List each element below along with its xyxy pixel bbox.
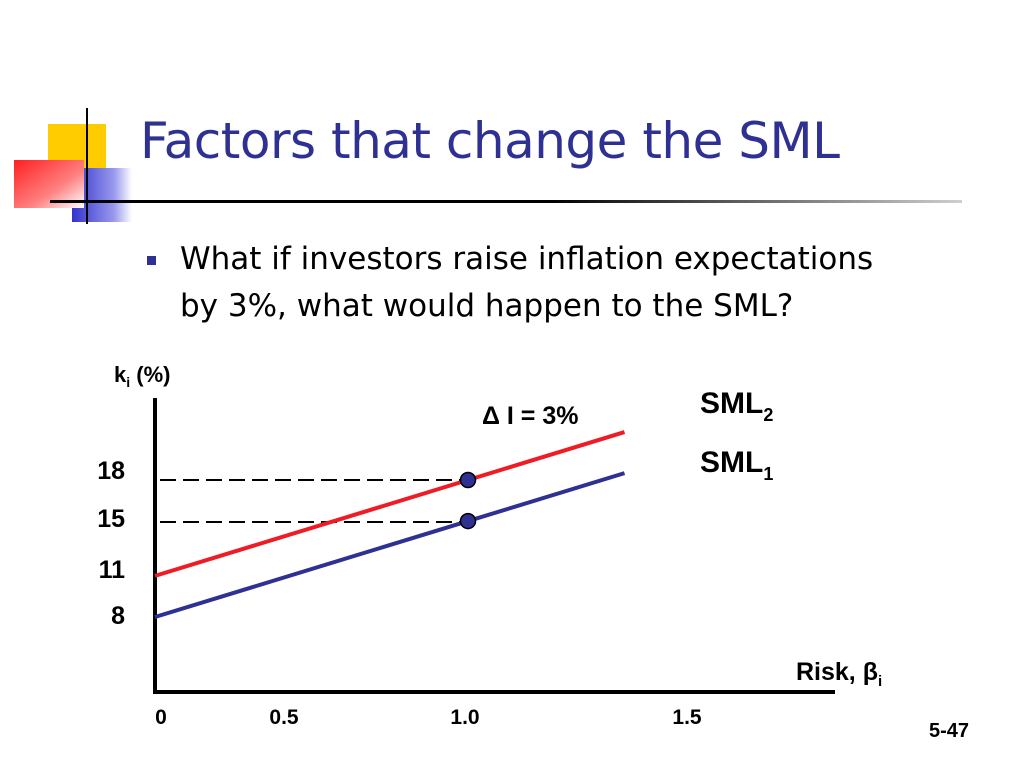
bullet-text: What if investors raise inflation expect…	[180, 236, 980, 330]
title-underline	[50, 200, 962, 203]
y-tick-label-11: 11	[99, 556, 126, 584]
sml1-label: SML1	[700, 446, 773, 484]
deco-vertical-line	[86, 108, 88, 224]
x-tick-label-1.5: 1.5	[672, 706, 702, 729]
x-axis-label: Risk, βi	[796, 658, 882, 690]
page-title: Factors that change the SML	[140, 112, 840, 170]
bullet-marker	[147, 256, 156, 265]
bullet-line-2: by 3%, what would happen to the SML?	[180, 288, 794, 324]
x-tick-label-0: 0	[155, 706, 167, 729]
y-tick-label-15: 15	[97, 505, 125, 533]
x-tick-label-1.0: 1.0	[450, 706, 479, 729]
sml2-label: SML2	[700, 387, 773, 425]
y-axis-label: ki (%)	[114, 362, 170, 390]
y-tick-label-18: 18	[97, 457, 125, 485]
slide-number: 5-47	[928, 720, 969, 742]
y-tick-label-8: 8	[111, 602, 125, 630]
bullet-line-1: What if investors raise inflation expect…	[180, 241, 874, 277]
sml1-line	[154, 471, 626, 619]
sml2-line	[154, 430, 626, 578]
point-sml2	[459, 471, 477, 489]
x-tick-label-0.5: 0.5	[269, 706, 299, 729]
point-sml1	[459, 512, 477, 530]
inflation-annotation: Δ I = 3%	[482, 402, 578, 430]
